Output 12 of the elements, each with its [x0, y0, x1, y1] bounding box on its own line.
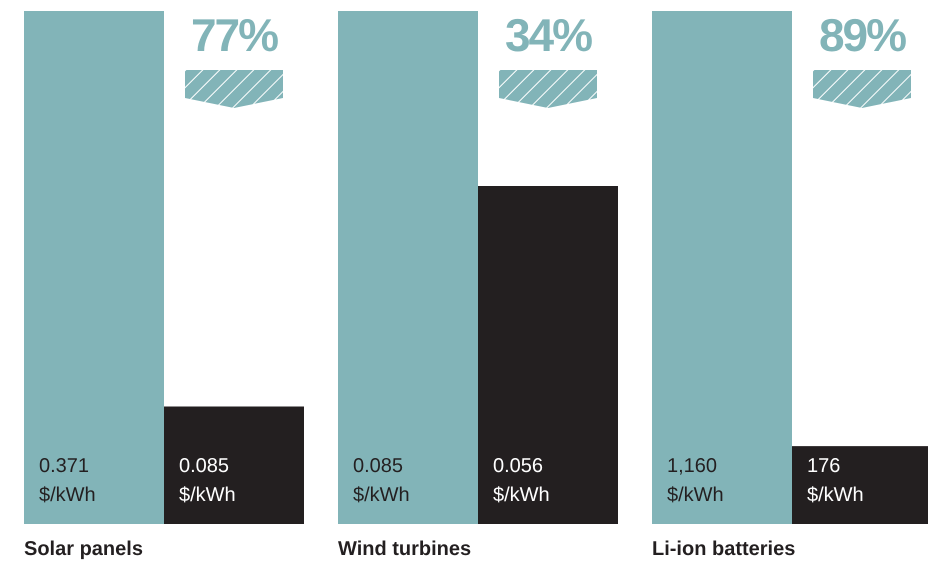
- x-axis-title: Wind turbines: [338, 538, 472, 561]
- data-label: 176 $/kWh: [807, 455, 864, 506]
- annotation: 77%: [190, 8, 279, 62]
- x-axis-title: Solar panels: [24, 538, 143, 561]
- annotation: 89%: [818, 8, 907, 62]
- data-label: 0.085 $/kWh: [353, 455, 410, 506]
- data-label: 0.085 $/kWh: [179, 455, 236, 506]
- data-label: 1,160 $/kWh: [667, 455, 724, 506]
- annotation: 34%: [504, 8, 593, 62]
- data-label: 0.371 $/kWh: [39, 455, 96, 506]
- x-axis-title: Li-ion batteries: [652, 538, 796, 561]
- data-label: 0.056 $/kWh: [493, 455, 550, 506]
